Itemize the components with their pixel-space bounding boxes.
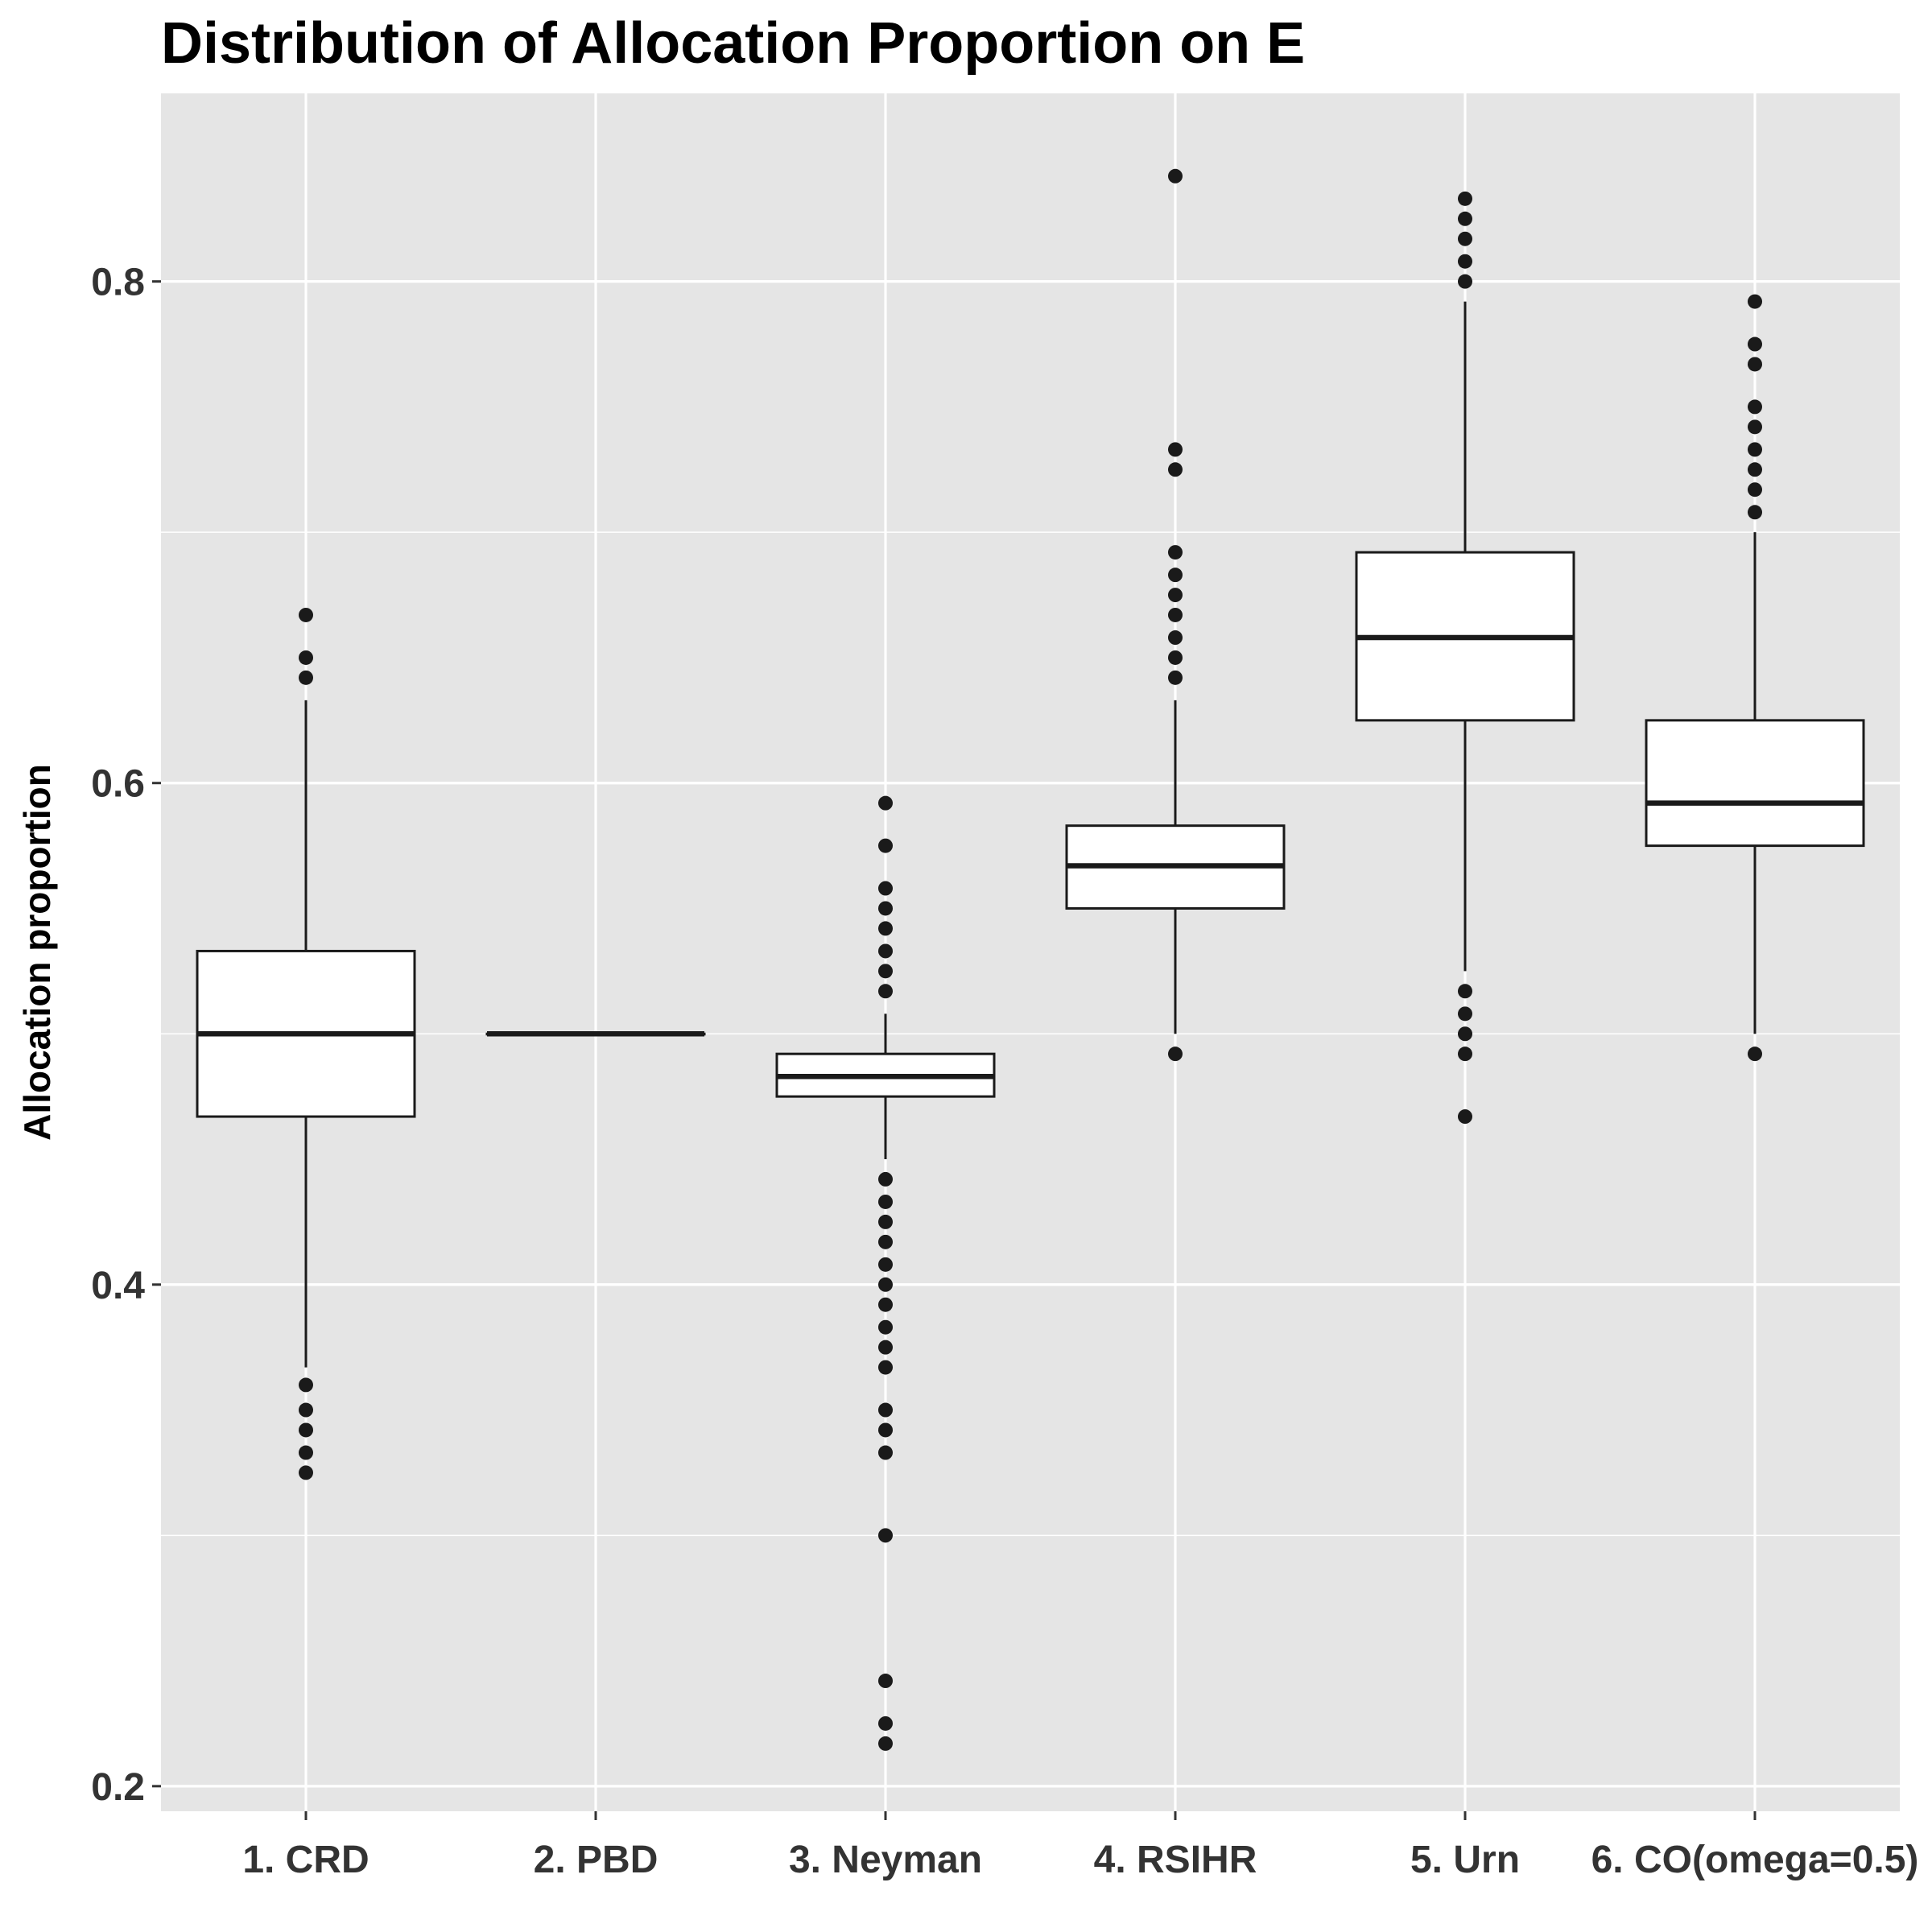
outlier-point [1168, 168, 1183, 184]
x-tick-label: 1. CRD [242, 1839, 369, 1881]
outlier-point [878, 1234, 893, 1249]
outlier-point [878, 901, 893, 916]
outlier-point [299, 1377, 313, 1393]
outlier-point [1748, 399, 1762, 415]
outlier-point [878, 1360, 893, 1375]
y-tick-label: 0.6 [91, 763, 145, 806]
outlier-point [878, 838, 893, 853]
chart-title: Distribution of Allocation Proportion on… [161, 11, 1305, 76]
outlier-point [878, 1214, 893, 1229]
outlier-point [878, 921, 893, 936]
outlier-point [299, 1465, 313, 1480]
outlier-point [878, 1340, 893, 1355]
x-axis: 1. CRD 2. PBD 3. Neyman 4. RSIHR 5. Urn 6. CO… [242, 1811, 1918, 1881]
outlier-point [1458, 1109, 1472, 1125]
outlier-point [1748, 442, 1762, 457]
outlier-point [1748, 419, 1762, 435]
outlier-point [1748, 462, 1762, 477]
outlier-point [1458, 211, 1472, 226]
outlier-point [878, 1674, 893, 1689]
outlier-point [1748, 1046, 1762, 1062]
outlier-point [878, 1257, 893, 1272]
boxes [196, 168, 1865, 1751]
outlier-point [1458, 1026, 1472, 1042]
outlier-point [878, 795, 893, 811]
outlier-point [1168, 607, 1183, 622]
x-tick-label: 3. Neyman [789, 1839, 982, 1881]
outlier-point [1168, 650, 1183, 665]
outlier-point [878, 964, 893, 979]
outlier-point [1458, 254, 1472, 269]
outlier-point [1458, 1046, 1472, 1062]
box-group [196, 607, 416, 1480]
outlier-point [878, 943, 893, 959]
outlier-point [299, 1445, 313, 1460]
outlier-point [1458, 231, 1472, 246]
outlier-point [299, 607, 313, 622]
box [1645, 719, 1865, 848]
outlier-point [1748, 505, 1762, 520]
y-axis-title: Allocation proportion [16, 764, 58, 1141]
outlier-point [878, 984, 893, 999]
outlier-point [299, 670, 313, 685]
outlier-point [1748, 336, 1762, 352]
outlier-point [1748, 294, 1762, 309]
y-tick-label: 0.2 [91, 1766, 145, 1809]
outlier-point [1458, 984, 1472, 999]
outlier-point [1168, 1046, 1183, 1062]
box-group [1065, 168, 1286, 1062]
outlier-point [878, 1422, 893, 1438]
x-tick-label: 4. RSIHR [1094, 1839, 1257, 1881]
y-tick-label: 0.8 [91, 262, 145, 304]
outlier-point [878, 1445, 893, 1460]
outlier-point [1168, 462, 1183, 477]
outlier-point [878, 1736, 893, 1751]
outlier-point [1458, 191, 1472, 206]
outlier-point [299, 1402, 313, 1418]
box-group [1355, 191, 1575, 1125]
box-group [775, 795, 996, 1751]
y-tick-label: 0.4 [91, 1265, 145, 1307]
plot-panel [161, 93, 1900, 1811]
outlier-point [878, 1402, 893, 1418]
outlier-point [878, 1277, 893, 1292]
outlier-point [1748, 357, 1762, 372]
outlier-point [1458, 274, 1472, 289]
x-tick-label: 6. CO(omega=0.5) [1591, 1839, 1919, 1881]
outlier-point [878, 1319, 893, 1335]
outlier-point [878, 881, 893, 896]
outlier-point [299, 650, 313, 665]
x-tick-label: 2. PBD [534, 1839, 658, 1881]
outlier-point [878, 1171, 893, 1187]
outlier-point [1168, 568, 1183, 583]
x-tick-label: 5. Urn [1410, 1839, 1520, 1881]
grid-minor [161, 531, 1900, 1537]
outlier-point [1168, 630, 1183, 646]
box-group [1645, 294, 1865, 1062]
outlier-point [1168, 670, 1183, 685]
outlier-point [1748, 482, 1762, 497]
outlier-point [878, 1715, 893, 1731]
y-axis: 0.2 0.4 0.6 0.8 [91, 262, 161, 1809]
outlier-point [1168, 545, 1183, 560]
outlier-point [299, 1422, 313, 1438]
outlier-point [1168, 442, 1183, 457]
outlier-point [878, 1297, 893, 1312]
outlier-point [878, 1528, 893, 1543]
outlier-point [878, 1194, 893, 1209]
outlier-point [1168, 588, 1183, 603]
outlier-point [1458, 1006, 1472, 1022]
